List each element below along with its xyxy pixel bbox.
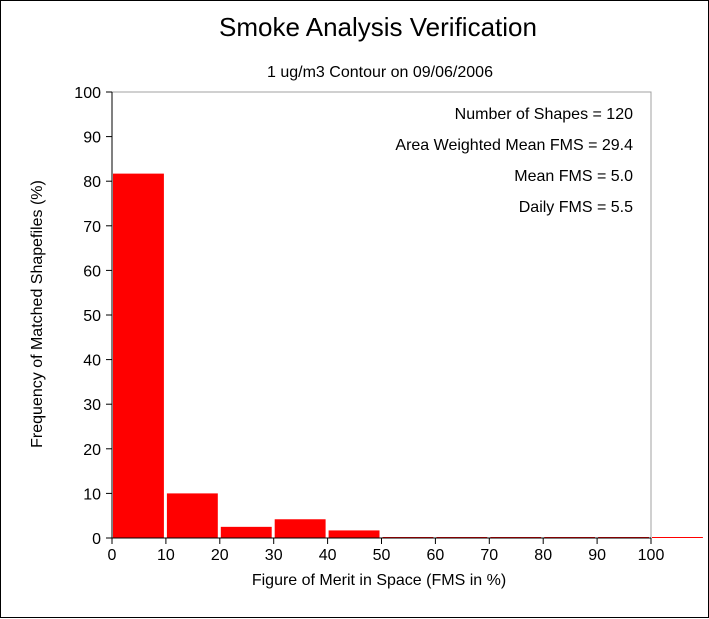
histogram-bar — [166, 493, 218, 538]
x-tick-label: 10 — [157, 547, 175, 564]
x-tick-label: 40 — [319, 547, 337, 564]
stats-annotation: Mean FMS = 5.0 — [514, 168, 633, 185]
x-tick-label: 60 — [427, 547, 445, 564]
x-tick-label: 80 — [534, 547, 552, 564]
stats-annotation: Area Weighted Mean FMS = 29.4 — [395, 137, 633, 154]
histogram-bar — [652, 537, 703, 538]
histogram-bar — [113, 173, 164, 539]
y-tick-label: 100 — [74, 85, 101, 102]
y-tick-label: 70 — [83, 219, 101, 236]
histogram-bar — [328, 530, 380, 538]
x-axis-label: Figure of Merit in Space (FMS in %) — [252, 572, 506, 589]
stats-annotation: Daily FMS = 5.5 — [519, 199, 633, 216]
y-tick-label: 0 — [92, 531, 101, 548]
x-tick-label: 0 — [108, 547, 117, 564]
plot-frame — [111, 91, 652, 539]
y-tick-label: 40 — [83, 353, 101, 370]
y-tick-label: 80 — [83, 174, 101, 191]
y-tick-label: 50 — [83, 308, 101, 325]
x-tick-label: 100 — [638, 547, 665, 564]
plot-area: 0 10 20 30 40 50 60 70 80 90 100 0 10 20 30 40 50 60 70 80 9… — [74, 85, 703, 564]
histogram-bar — [220, 526, 272, 538]
histogram-bar — [274, 519, 326, 538]
y-tick-label: 30 — [83, 397, 101, 414]
y-tick-label: 10 — [83, 486, 101, 503]
chart-title: Smoke Analysis Verification — [219, 12, 537, 42]
x-tick-label: 70 — [480, 547, 498, 564]
y-axis-label: Frequency of Matched Shapefiles (%) — [29, 180, 46, 448]
stats-annotation: Number of Shapes = 120 — [455, 106, 633, 123]
x-tick-label: 50 — [373, 547, 391, 564]
x-tick-label: 30 — [265, 547, 283, 564]
y-tick-label: 20 — [83, 442, 101, 459]
x-tick-label: 90 — [588, 547, 606, 564]
y-tick-label: 90 — [83, 130, 101, 147]
y-tick-label: 60 — [83, 263, 101, 280]
chart-subtitle: 1 ug/m3 Contour on 09/06/2006 — [267, 64, 493, 81]
x-tick-label: 20 — [211, 547, 229, 564]
